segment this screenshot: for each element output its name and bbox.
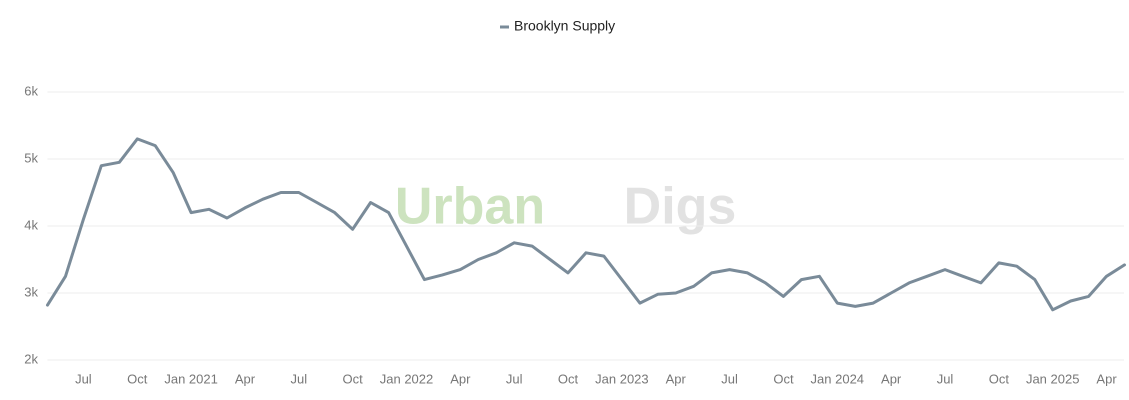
watermark-right: Digs <box>624 178 737 236</box>
legend-label: Brooklyn Supply <box>514 18 615 34</box>
x-tick-label: Jan 2022 <box>380 371 434 386</box>
y-tick-label: 2k <box>24 351 38 366</box>
y-tick-label: 6k <box>24 83 38 98</box>
x-tick-label: Jan 2023 <box>595 371 649 386</box>
y-tick-label: 4k <box>24 217 38 232</box>
x-tick-label: Apr <box>881 371 902 386</box>
y-tick-label: 5k <box>24 150 38 165</box>
x-tick-label: Apr <box>1096 371 1117 386</box>
watermark-left: Urban <box>395 178 545 236</box>
x-tick-label: Oct <box>127 371 148 386</box>
x-tick-label: Apr <box>666 371 687 386</box>
x-tick-label: Apr <box>450 371 471 386</box>
x-tick-label: Jan 2021 <box>164 371 218 386</box>
x-tick-label: Oct <box>773 371 794 386</box>
x-tick-label: Jan 2024 <box>811 371 865 386</box>
series-line <box>46 137 1126 312</box>
x-tick-label: Jul <box>75 371 92 386</box>
x-tick-label: Oct <box>989 371 1010 386</box>
x-tick-label: Apr <box>235 371 256 386</box>
x-tick-label: Oct <box>343 371 364 386</box>
x-tick-label: Jul <box>506 371 523 386</box>
x-tick-label: Jul <box>721 371 738 386</box>
x-tick-label: Oct <box>558 371 579 386</box>
x-tick-label: Jul <box>937 371 954 386</box>
x-tick-label: Jul <box>290 371 307 386</box>
x-tick-label: Jan 2025 <box>1026 371 1080 386</box>
y-tick-label: 3k <box>24 284 38 299</box>
